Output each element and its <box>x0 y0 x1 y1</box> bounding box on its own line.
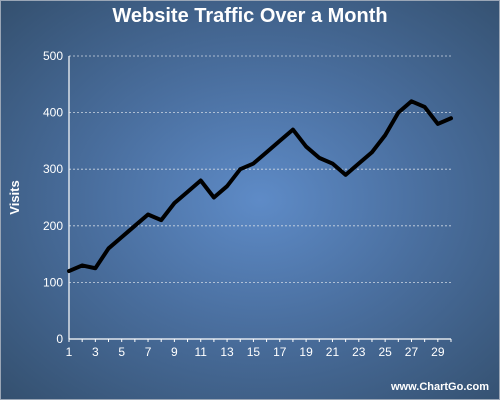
data-point <box>199 178 203 183</box>
data-point <box>185 190 190 194</box>
x-tick-label: 13 <box>220 345 234 359</box>
x-tick-label: 17 <box>273 345 287 359</box>
data-point <box>106 246 111 251</box>
x-tick-label: 23 <box>352 345 366 359</box>
y-axis-label: Visits <box>7 180 22 214</box>
data-point <box>449 116 453 120</box>
x-tick-label: 3 <box>92 345 99 359</box>
x-tick-label: 27 <box>405 345 419 359</box>
data-point <box>436 122 440 126</box>
data-point <box>251 161 256 166</box>
y-tick-label: 100 <box>43 275 63 289</box>
x-tick-label: 25 <box>378 345 392 359</box>
x-tick-label: 5 <box>118 345 125 359</box>
y-tick-label: 300 <box>43 162 63 176</box>
data-point <box>120 235 124 239</box>
y-tick-label: 0 <box>56 332 63 346</box>
footer-watermark: www.ChartGo.com <box>391 381 489 393</box>
chart-title: Website Traffic Over a Month <box>112 5 388 27</box>
x-tick-label: 7 <box>145 345 152 359</box>
y-tick-label: 500 <box>43 49 63 63</box>
x-tick-label: 21 <box>326 345 340 359</box>
data-point <box>146 212 150 217</box>
data-point <box>370 150 374 154</box>
axes <box>68 56 452 342</box>
y-tick-label: 400 <box>43 106 63 120</box>
data-point <box>80 263 84 268</box>
data-point <box>133 224 137 228</box>
y-tick-labels: 0 100 200 300 400 500 <box>43 49 63 346</box>
data-point <box>238 167 242 171</box>
x-tick-label: 15 <box>247 345 261 359</box>
data-point <box>396 111 400 115</box>
data-point <box>172 201 176 205</box>
data-point <box>264 150 269 154</box>
data-point <box>357 161 361 166</box>
data-point <box>330 161 335 166</box>
x-tick-label: 11 <box>194 345 207 359</box>
x-tick-labels: 1 3 5 7 9 11 13 15 17 19 21 23 25 27 29 <box>66 345 445 359</box>
data-point <box>212 195 216 200</box>
data-point <box>317 156 321 160</box>
x-tick-label: 19 <box>299 345 313 359</box>
data-point <box>423 105 427 109</box>
y-tick-label: 200 <box>43 219 63 233</box>
series-group <box>67 99 453 274</box>
data-point <box>67 269 71 273</box>
data-point <box>225 184 229 188</box>
grid-lines <box>69 55 451 283</box>
data-point <box>278 139 282 143</box>
data-point <box>159 218 163 222</box>
data-point <box>304 144 308 149</box>
data-point <box>93 266 97 270</box>
x-tick-label: 1 <box>66 345 73 359</box>
data-point <box>291 127 295 132</box>
data-point <box>383 133 387 137</box>
data-point <box>409 99 414 103</box>
series-line-0 <box>67 99 453 274</box>
data-point <box>344 173 348 177</box>
x-tick-label: 29 <box>431 345 445 359</box>
x-tick-label: 9 <box>171 345 178 359</box>
